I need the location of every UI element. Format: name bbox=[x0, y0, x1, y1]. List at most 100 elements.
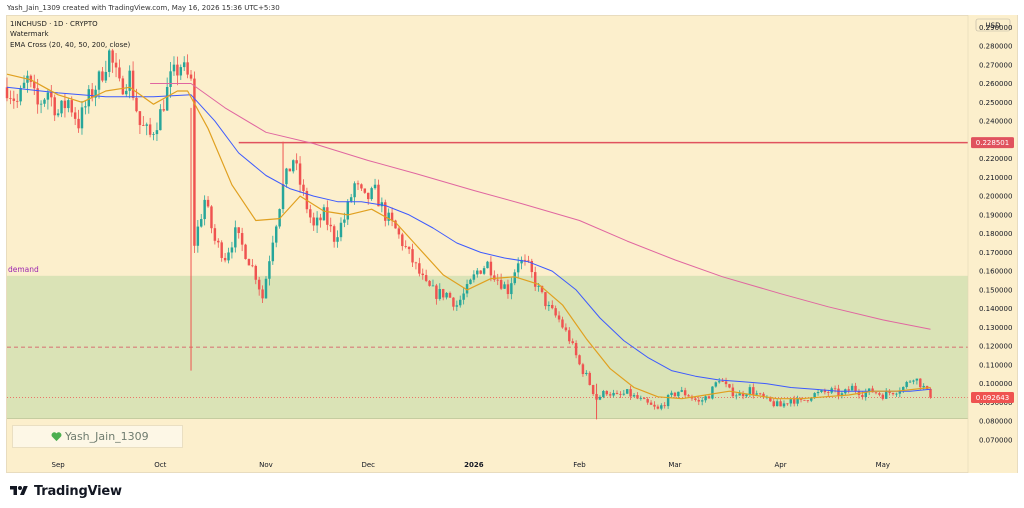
candle-body bbox=[213, 228, 217, 241]
tradingview-brand[interactable]: TradingView bbox=[8, 483, 122, 499]
candle-body bbox=[912, 380, 915, 382]
candle-body bbox=[302, 184, 305, 192]
candle-body bbox=[142, 125, 145, 126]
candle-body bbox=[295, 160, 298, 164]
candle-body bbox=[101, 71, 104, 81]
candle-body bbox=[568, 330, 571, 342]
candle-body bbox=[786, 403, 789, 405]
symbol-line[interactable]: 1INCHUSD · 1D · CRYPTO bbox=[10, 20, 98, 28]
y-tick-label: 0.110000 bbox=[979, 361, 1012, 369]
candle-body bbox=[22, 82, 26, 89]
candle-body bbox=[244, 244, 247, 260]
candle-body bbox=[639, 398, 643, 399]
y-tick-label: 0.200000 bbox=[979, 193, 1012, 201]
candle-body bbox=[367, 192, 370, 200]
candle-body bbox=[847, 389, 850, 391]
candle-body bbox=[339, 222, 343, 238]
candle-body bbox=[871, 388, 874, 393]
candle-body bbox=[336, 237, 339, 242]
candle-body bbox=[510, 283, 513, 295]
candle-body bbox=[700, 400, 704, 402]
y-tick-label: 0.190000 bbox=[979, 211, 1012, 219]
candle-body bbox=[53, 97, 56, 116]
candle-body bbox=[237, 227, 240, 234]
candle-body bbox=[33, 81, 36, 89]
candle-body bbox=[356, 183, 360, 185]
candle-body bbox=[298, 163, 302, 185]
candle-body bbox=[165, 86, 169, 111]
candle-body bbox=[762, 393, 765, 398]
candle-body bbox=[50, 92, 53, 98]
candle-body bbox=[796, 398, 799, 404]
y-tick-label: 0.280000 bbox=[979, 43, 1012, 51]
candle-body bbox=[254, 265, 257, 280]
candle-body bbox=[63, 100, 67, 109]
ema-50-line bbox=[6, 86, 931, 392]
candle-body bbox=[694, 398, 697, 400]
candle-body bbox=[775, 401, 779, 407]
candle-body bbox=[820, 390, 823, 392]
candle-body bbox=[697, 399, 701, 402]
candle-body bbox=[758, 393, 762, 395]
candle-body bbox=[97, 71, 101, 90]
y-tick-label: 0.180000 bbox=[979, 230, 1012, 238]
candle-body bbox=[888, 391, 891, 393]
candle-body bbox=[145, 124, 148, 126]
candle-body bbox=[677, 391, 680, 397]
candle-body bbox=[769, 396, 772, 402]
candle-body bbox=[598, 396, 602, 400]
x-tick-label: Nov bbox=[259, 461, 273, 469]
candle-body bbox=[271, 242, 275, 262]
candle-body bbox=[482, 268, 486, 274]
candle-body bbox=[561, 319, 564, 328]
candle-body bbox=[346, 201, 350, 220]
candle-body bbox=[520, 259, 523, 264]
candle-body bbox=[646, 399, 649, 403]
candle-body bbox=[326, 207, 329, 225]
candle-body bbox=[128, 70, 131, 91]
chart-credit: Yash_Jain_1309 created with TradingView.… bbox=[7, 4, 280, 12]
candle-body bbox=[206, 199, 210, 207]
candle-body bbox=[602, 390, 605, 397]
candle-body bbox=[309, 209, 312, 218]
candle-body bbox=[499, 279, 503, 289]
candle-body bbox=[864, 392, 867, 398]
candle-body bbox=[670, 392, 673, 396]
candle-body bbox=[479, 270, 482, 274]
candle-body bbox=[711, 386, 714, 399]
candle-body bbox=[663, 405, 666, 407]
candle-body bbox=[363, 188, 367, 193]
candle-body bbox=[84, 106, 87, 108]
candle-body bbox=[833, 388, 837, 390]
candle-body bbox=[251, 265, 254, 267]
candle-body bbox=[77, 118, 80, 129]
candle-body bbox=[632, 395, 636, 397]
candle-body bbox=[189, 74, 193, 79]
candle-body bbox=[155, 130, 159, 135]
candle-body bbox=[813, 393, 816, 398]
candle-body bbox=[755, 393, 758, 395]
watermark-line[interactable]: Watermark bbox=[10, 30, 49, 39]
indicator-line[interactable]: EMA Cross (20, 40, 50, 200, close) bbox=[10, 40, 131, 49]
candle-body bbox=[353, 183, 356, 198]
candle-body bbox=[806, 400, 810, 402]
candle-body bbox=[131, 70, 135, 98]
brand-name: TradingView bbox=[34, 483, 122, 499]
candle-body bbox=[506, 284, 510, 295]
y-tick-label: 0.220000 bbox=[979, 155, 1012, 163]
candle-body bbox=[111, 50, 114, 63]
y-tick-label: 0.210000 bbox=[979, 174, 1012, 182]
candle-body bbox=[29, 75, 33, 82]
y-tick-label: 0.160000 bbox=[979, 268, 1012, 276]
candle-body bbox=[257, 279, 261, 290]
candle-body bbox=[438, 289, 442, 299]
candle-body bbox=[636, 395, 639, 399]
candle-body bbox=[5, 87, 9, 99]
candle-body bbox=[898, 391, 902, 394]
candle-body bbox=[373, 184, 377, 189]
candle-body bbox=[70, 100, 73, 113]
candle-body bbox=[564, 327, 568, 331]
candle-body bbox=[288, 168, 292, 172]
candle-body bbox=[292, 160, 295, 172]
